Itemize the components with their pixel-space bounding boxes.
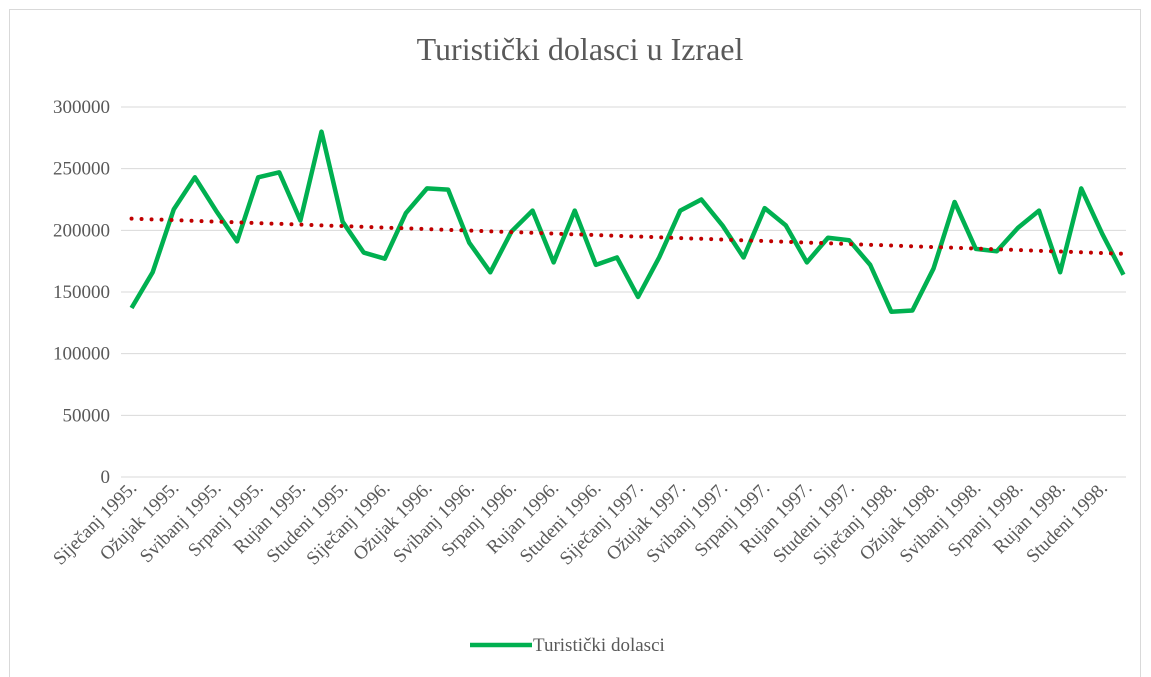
chart-title: Turistički dolasci u Izrael: [417, 31, 744, 67]
y-tick-label: 150000: [53, 282, 110, 303]
y-tick-label: 0: [101, 467, 111, 488]
legend-label: Turistički dolasci: [533, 635, 665, 656]
chart-border: [9, 9, 1141, 677]
y-tick-label: 250000: [53, 159, 110, 180]
y-tick-label: 50000: [63, 405, 111, 426]
y-tick-label: 100000: [53, 344, 110, 365]
series-line: [129, 129, 1126, 314]
y-tick-label: 300000: [53, 97, 110, 118]
y-tick-label: 200000: [53, 220, 110, 241]
